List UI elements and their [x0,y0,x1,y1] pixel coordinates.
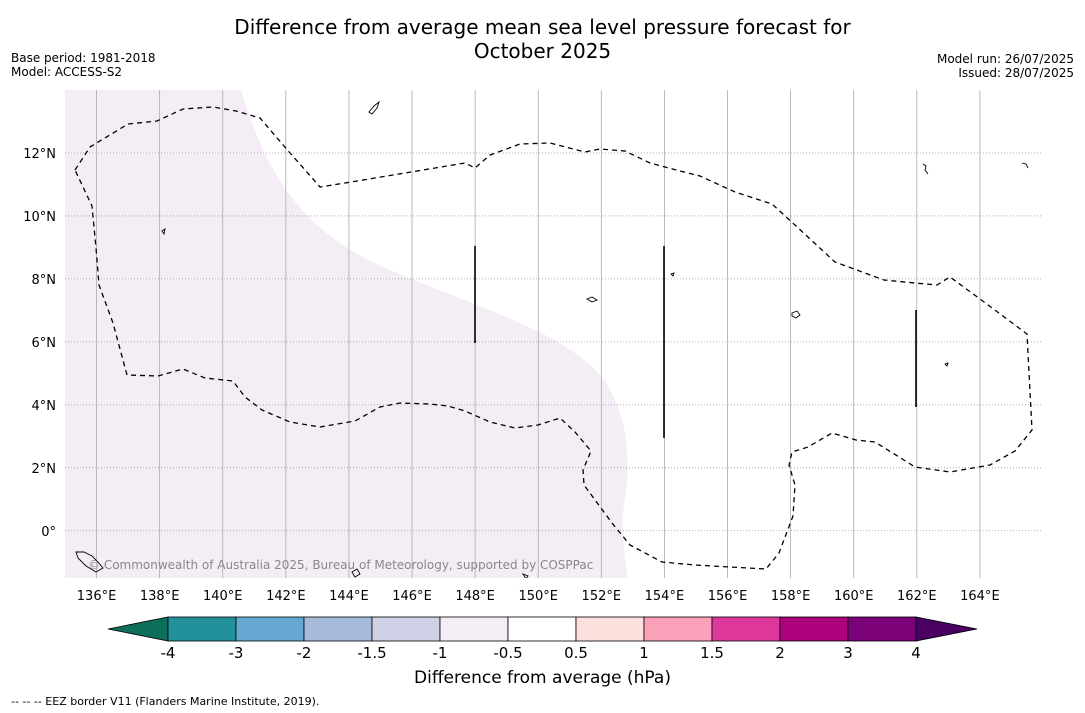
longitude-tick-label: 138°E [140,589,180,604]
colorbar [107,616,978,642]
run-info: Model run: 26/07/2025 Issued: 28/07/2025 [937,52,1074,80]
latitude-tick-label: 12°N [23,147,56,162]
latitude-labels: 0° 2°N 4°N 6°N 8°N 10°N 12°N [23,147,56,540]
colorbar-tick-label: 0.5 [564,644,588,662]
colorbar-swatch [643,616,713,642]
longitude-tick-label: 140°E [203,589,243,604]
colorbar-tick-label: -1 [433,644,448,662]
colorbar-title: Difference from average (hPa) [414,668,671,688]
title-line-2: October 2025 [473,39,612,63]
title-line-1: Difference from average mean sea level p… [234,15,851,39]
colorbar-tick-label: -2 [297,644,312,662]
base-info: Base period: 1981-2018 Model: ACCESS-S2 [11,51,156,79]
longitude-tick-label: 148°E [455,589,495,604]
colorbar-swatch [711,616,781,642]
latitude-tick-label: 8°N [32,273,57,288]
longitude-tick-label: 152°E [582,589,622,604]
colorbar-swatch [235,616,305,642]
latitude-tick-label: 6°N [32,336,57,351]
colorbar-tick-label: 2 [775,644,785,662]
colorbar-swatch [575,616,645,642]
colorbar-tick-label: -0.5 [493,644,522,662]
map-title: Difference from average mean sea level p… [0,15,1085,63]
longitude-tick-label: 142°E [266,589,306,604]
colorbar-tick-label: -4 [161,644,176,662]
longitude-tick-label: 150°E [518,589,558,604]
copyright-text: © Commonwealth of Australia 2025, Bureau… [88,558,594,572]
longitude-labels: 136°E 138°E 140°E 142°E 144°E 146°E 148°E 150°E… [77,589,1000,604]
colorbar-under-arrow [107,616,169,642]
latitude-tick-label: 4°N [32,399,57,414]
longitude-tick-label: 160°E [834,589,874,604]
map-plot-area [65,90,1043,578]
model-text: Model: ACCESS-S2 [11,65,123,79]
islands [75,100,1029,578]
longitude-tick-label: 146°E [392,589,432,604]
colorbar-swatch [779,616,849,642]
longitude-tick-label: 136°E [77,589,117,604]
latitude-tick-label: 0° [41,525,56,540]
longitude-tick-label: 144°E [329,589,369,604]
colorbar-swatch [303,616,373,642]
colorbar-over-arrow [915,616,978,642]
colorbar-tick-label: 3 [843,644,853,662]
longitude-tick-label: 164°E [960,589,1000,604]
anomaly-shaded-region [65,90,628,578]
colorbar-tick-label: -3 [229,644,244,662]
colorbar-tick-label: 1 [639,644,649,662]
eez-footnote: -- -- -- EEZ border V11 (Flanders Marine… [11,695,320,708]
colorbar-swatch [507,616,577,642]
latitude-tick-label: 2°N [32,462,57,477]
colorbar-swatch [371,616,441,642]
model-run-text: Model run: 26/07/2025 [936,52,1074,66]
longitude-tick-label: 162°E [897,589,937,604]
colorbar-swatch [167,616,237,642]
colorbar-tick-label: 1.5 [700,644,724,662]
longitude-tick-label: 156°E [708,589,748,604]
grid-lines [65,90,1043,578]
latitude-tick-label: 10°N [23,210,56,225]
longitude-tick-label: 154°E [645,589,685,604]
eez-border [74,106,1033,570]
colorbar-tick-labels: -4 -3 -2 -1.5 -1 -0.5 0.5 1 1.5 2 3 4 [161,644,921,662]
longitude-tick-label: 158°E [771,589,811,604]
base-period-text: Base period: 1981-2018 [11,51,156,65]
colorbar-tick-label: -1.5 [357,644,386,662]
colorbar-tick-label: 4 [911,644,921,662]
colorbar-swatch [847,616,917,642]
issued-text: Issued: 28/07/2025 [958,66,1074,80]
colorbar-swatch [439,616,509,642]
